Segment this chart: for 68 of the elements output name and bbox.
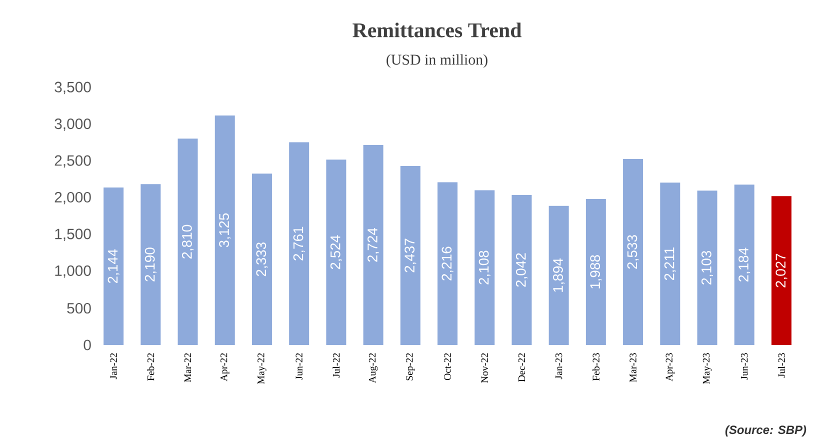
bar <box>326 160 346 345</box>
bar <box>438 182 458 345</box>
data-label: 2,810 <box>182 224 194 259</box>
data-label: 2,437 <box>404 238 416 272</box>
x-tick-label: Jan-22 <box>110 353 117 380</box>
data-label: 2,216 <box>442 246 454 280</box>
data-label: 2,027 <box>776 254 788 288</box>
x-tick-label: Feb-23 <box>592 353 600 381</box>
data-label: 2,190 <box>144 248 156 282</box>
chart-title: Remittances Trend <box>352 22 522 38</box>
bar <box>586 199 606 345</box>
x-tick-label: Aug-22 <box>368 353 378 384</box>
bar <box>178 138 198 345</box>
bar <box>104 188 124 345</box>
chart-subtitle: (USD in million) <box>386 54 488 68</box>
data-label: 2,042 <box>516 253 528 287</box>
x-tick-label: Jul-22 <box>332 353 340 378</box>
x-tick-label: Sep-22 <box>406 353 415 380</box>
y-tick-label: 3,500 <box>54 82 91 94</box>
bar <box>252 174 272 345</box>
data-label: 2,333 <box>256 242 268 276</box>
bar <box>474 190 495 345</box>
data-label: 2,144 <box>108 249 120 284</box>
bar <box>400 166 420 345</box>
x-tick-label: Jun-22 <box>296 353 302 380</box>
data-label: 1,988 <box>590 255 602 288</box>
bar <box>140 184 161 345</box>
data-label: 2,524 <box>330 235 342 270</box>
x-tick-label: May-23 <box>702 353 712 384</box>
data-label: 2,724 <box>368 228 380 262</box>
y-tick-label: 1,000 <box>55 265 91 278</box>
bar <box>697 190 718 345</box>
data-label: 2,103 <box>701 250 713 285</box>
bar <box>512 195 532 345</box>
data-label: 2,533 <box>627 235 639 269</box>
x-tick-label: Oct-22 <box>444 353 451 380</box>
x-tick-label: May-22 <box>258 353 266 384</box>
data-label: 1,894 <box>553 258 565 292</box>
x-tick-label: Apr-23 <box>666 353 674 382</box>
bar <box>214 116 235 345</box>
text: (Source: SBP) <box>725 425 806 436</box>
x-tick-label: Nov-22 <box>481 353 488 383</box>
y-tick-label: 2,000 <box>54 192 91 204</box>
x-tick-label: Jun-23 <box>741 353 748 380</box>
x-tick-label: Mar-23 <box>630 353 636 382</box>
y-tick-label: 1,500 <box>55 228 91 242</box>
x-tick-label: Apr-22 <box>220 353 230 382</box>
x-tick-label: Mar-22 <box>184 353 192 382</box>
x-tick-label: Dec-22 <box>518 353 526 382</box>
data-label: 2,211 <box>664 248 676 280</box>
bar <box>363 144 384 345</box>
y-tick-label: 0 <box>84 340 91 350</box>
data-label: 2,108 <box>478 250 490 284</box>
x-tick-label: Feb-22 <box>147 353 154 381</box>
bar <box>660 182 680 345</box>
data-label: 2,184 <box>738 248 750 282</box>
bar <box>734 184 754 345</box>
y-tick-label: 500 <box>67 302 91 314</box>
x-tick-label: Jan-23 <box>555 353 562 380</box>
bar <box>548 206 569 345</box>
y-tick-label: 2,500 <box>54 155 91 168</box>
y-tick-label: 3,000 <box>54 118 91 131</box>
data-label: 3,125 <box>219 213 231 248</box>
bar <box>289 142 310 345</box>
x-tick-label: Jul-23 <box>778 353 785 378</box>
bar <box>623 158 644 345</box>
data-label: 2,761 <box>293 226 305 260</box>
bar <box>771 196 792 345</box>
